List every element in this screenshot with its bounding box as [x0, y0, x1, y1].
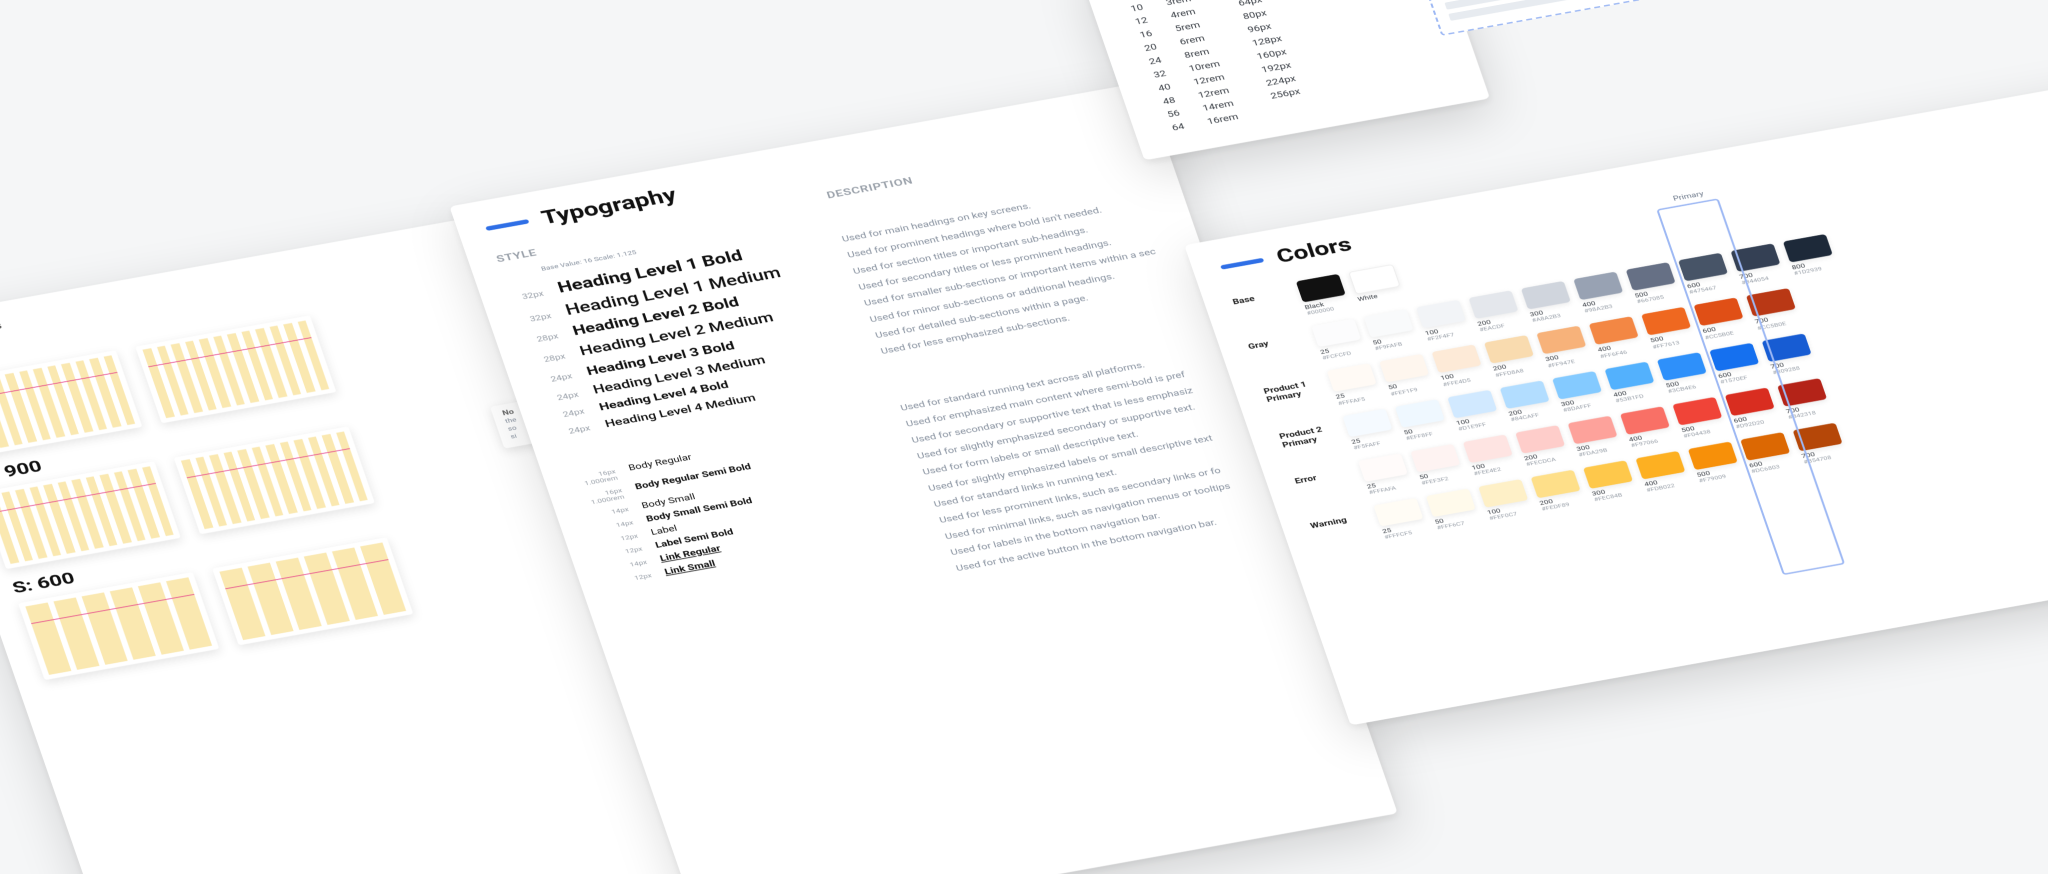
type-size: 32px [517, 312, 553, 326]
color-swatch: 100#FFE4D5 [1432, 345, 1487, 388]
color-swatch: 100#F2F4F7 [1416, 300, 1471, 343]
spacing-cell: 12 [1125, 16, 1149, 29]
color-swatch: 300#FEC84B [1583, 460, 1638, 503]
type-body-sample: Label [649, 523, 678, 537]
section-accent [485, 219, 529, 231]
spacing-cell: 10 [1120, 2, 1144, 15]
spacing-bars-box: 40px48px64px80px96px128px160px192px224px… [1396, 0, 1915, 36]
color-swatch: 500#FF7613 [1641, 307, 1696, 350]
color-swatch: White [1348, 264, 1403, 303]
color-row-label: Product 1 Primary [1261, 373, 1325, 405]
color-swatch: 400#F97066 [1620, 406, 1675, 449]
spacing-cell: 8 [1115, 0, 1139, 2]
spacing-cell: 48 [1152, 95, 1176, 108]
color-swatch: 300#FF947E [1536, 326, 1591, 369]
color-swatch: 600#D92D20 [1725, 387, 1780, 430]
spacing-cell: 16rem [1206, 109, 1254, 126]
color-swatch: 200#FEDF89 [1531, 470, 1586, 513]
color-row-label: Error [1292, 462, 1353, 486]
colors-title: Colors [1273, 234, 1354, 268]
color-swatch: 600#DC6803 [1740, 432, 1795, 475]
color-swatch: 25#FFFAF5 [1327, 363, 1382, 406]
color-swatch: 200#FFD8A8 [1484, 335, 1539, 378]
spacing-cell [1275, 102, 1320, 110]
color-swatch: 50#FEF3F2 [1410, 444, 1465, 487]
color-swatch: 50#EFF8FF [1395, 399, 1450, 442]
color-swatch: 500#F79009 [1688, 441, 1743, 484]
color-swatch: 100#D1E9FF [1447, 389, 1502, 432]
spacing-cell: 16 [1129, 29, 1153, 42]
color-swatch: 700#309288 [1762, 333, 1817, 376]
color-swatch: 25#FCFCFD [1311, 319, 1366, 362]
color-swatch: 600#475467 [1678, 253, 1733, 296]
spacing-cell: 64 [1161, 122, 1185, 135]
color-swatch: 500#667085 [1626, 262, 1681, 305]
color-swatch: 100#FEE4E2 [1463, 434, 1518, 477]
color-swatch: 300#FDA29B [1567, 415, 1622, 458]
color-swatch: 25#F5FAFF [1342, 408, 1397, 451]
color-swatch: 50#FFF6C7 [1426, 488, 1481, 531]
color-swatch: 400#FDB022 [1635, 451, 1690, 494]
color-swatch: 400#98A2B3 [1573, 272, 1628, 315]
type-size: 28px [531, 353, 567, 367]
color-swatch: 500#F04438 [1672, 397, 1727, 440]
color-swatch: 500#3CB4E6 [1657, 352, 1712, 395]
color-swatch: 700#CC5B0E [1746, 288, 1801, 331]
color-swatch: 300#A8A2B3 [1521, 281, 1576, 324]
color-swatch: 700#B42318 [1777, 378, 1832, 421]
color-swatch: 50#F9FAFB [1364, 309, 1419, 352]
type-size: 24px [538, 372, 574, 386]
type-size: 32px [509, 290, 545, 304]
color-row-label: Gray [1245, 328, 1306, 352]
type-body-desc: Used for the active button in the bottom… [955, 512, 1249, 573]
color-swatch: 600#1570EF [1709, 342, 1764, 385]
section-accent [1220, 258, 1264, 270]
color-swatch: 25#FFFAFA [1358, 453, 1413, 496]
spacing-card: 62rem40px82.5rem40px103rem48px124rem64px… [1078, 0, 1490, 160]
typography-title: Typography [539, 184, 680, 229]
type-body-size: 12px [608, 572, 653, 586]
stage: Layout grids 00M: 900S: 600 No the so si… [0, 0, 2048, 874]
type-size: 28px [524, 333, 560, 347]
spacing-cell: 24 [1138, 55, 1162, 68]
color-swatch: 400#53B1FD [1604, 361, 1659, 404]
color-swatch: 25#FFFCF5 [1373, 498, 1428, 541]
color-swatch: 100#FEF0C7 [1478, 479, 1533, 522]
color-row-label: Warning [1307, 507, 1368, 531]
color-swatch: 200#EACDF [1468, 290, 1523, 333]
color-row-label: Product 2 Primary [1276, 418, 1340, 450]
spacing-cell: 56 [1157, 108, 1181, 121]
spacing-cell: 32 [1143, 69, 1167, 82]
color-swatch: 800#1D2939 [1783, 234, 1838, 277]
color-swatch: Black#000000 [1296, 274, 1351, 317]
color-swatch: 400#FF6F46 [1589, 316, 1644, 359]
spacing-cell: 20 [1134, 42, 1158, 55]
color-swatch: 600#CC5B0E [1694, 298, 1749, 341]
color-swatch: 700#B54708 [1793, 423, 1848, 466]
color-swatch: 300#8DAFFF [1552, 371, 1607, 414]
color-swatch: 700#344054 [1730, 243, 1785, 286]
spacing-cell: 40 [1148, 82, 1172, 95]
color-row-label: Base [1230, 283, 1291, 307]
color-swatch: 50#FEF1F9 [1379, 354, 1434, 397]
color-swatch: 200#84CAFF [1500, 380, 1555, 423]
color-swatch: 200#FECDCA [1515, 425, 1570, 468]
